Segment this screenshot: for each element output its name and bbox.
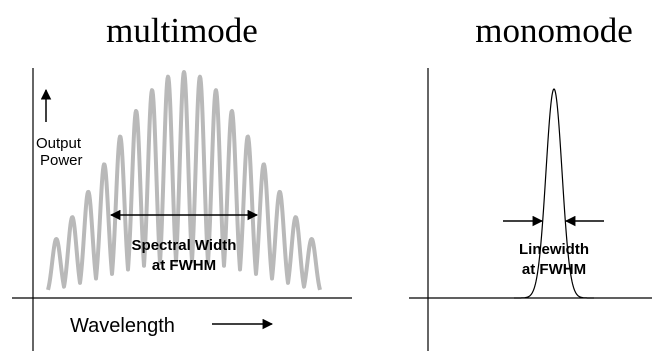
output-power-label-line1: Output <box>36 135 82 152</box>
wavelength-label: Wavelength <box>70 315 175 337</box>
multimode-panel: multimode Output Power Spectral Width at… <box>12 11 352 351</box>
multimode-spectrum-curve <box>46 70 322 291</box>
monomode-spectrum-curve <box>514 88 594 299</box>
monomode-panel: monomode Linewidth at FWHM <box>409 11 652 351</box>
monomode-title: monomode <box>475 11 632 50</box>
spectral-width-label-line2: at FWHM <box>152 257 216 274</box>
spectral-width-label-line1: Spectral Width <box>132 237 237 254</box>
multimode-title: multimode <box>106 11 258 50</box>
linewidth-label-line2: at FWHM <box>522 261 586 278</box>
output-power-label-line2: Power <box>40 152 83 169</box>
linewidth-label-line1: Linewidth <box>519 241 589 258</box>
